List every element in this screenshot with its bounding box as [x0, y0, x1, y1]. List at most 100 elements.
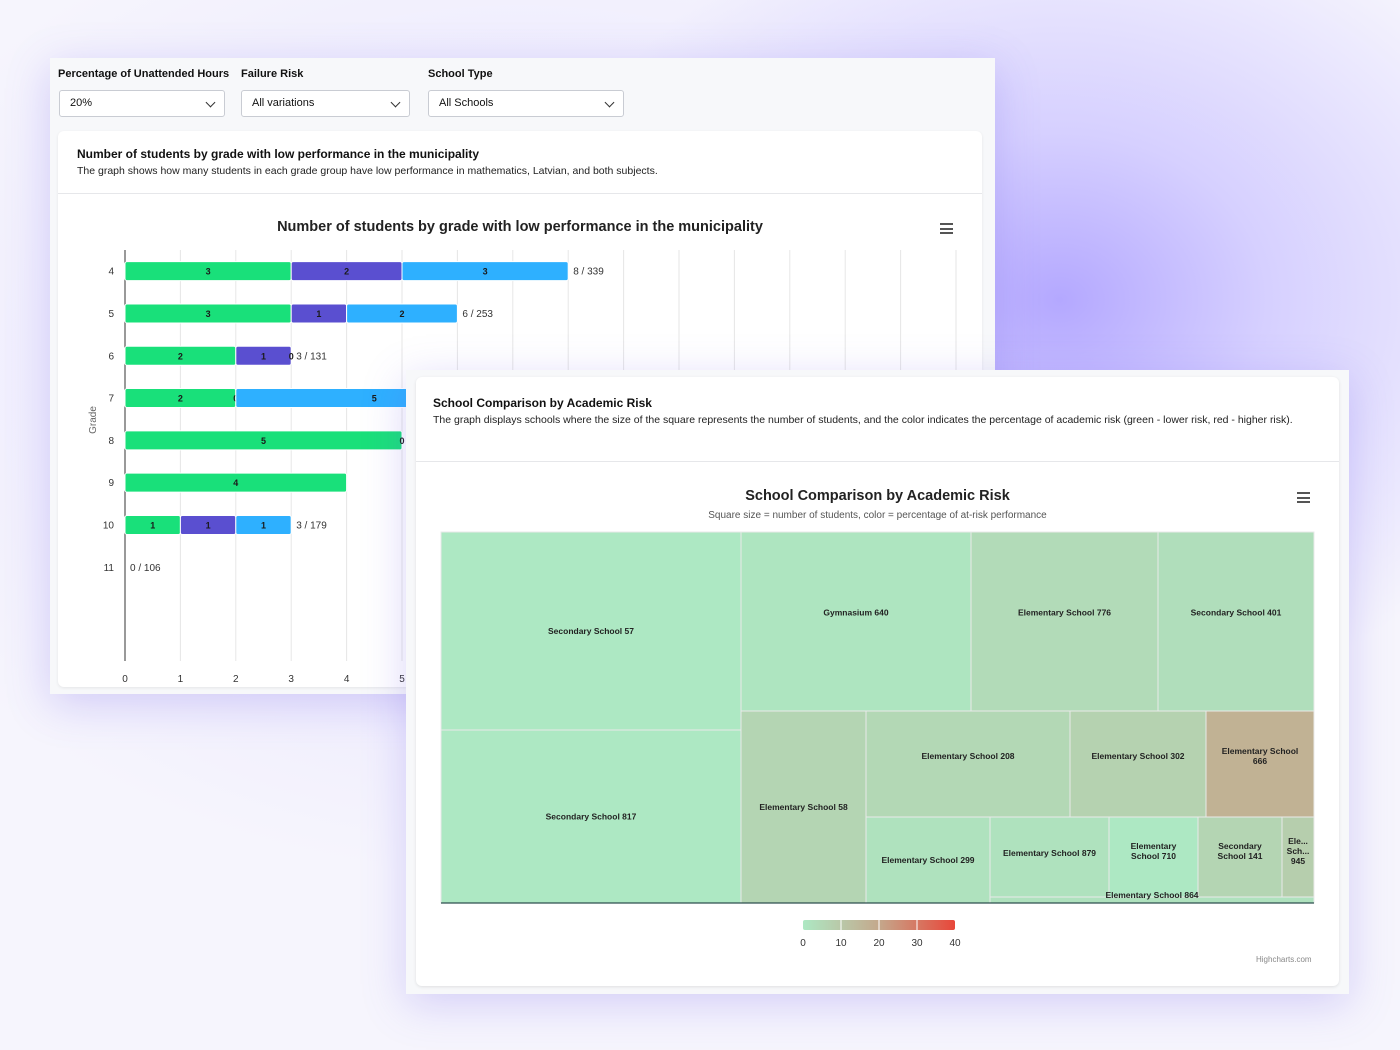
filter-bar: Percentage of Unattended Hours 20% Failu…: [58, 68, 958, 128]
data-label: 1: [261, 520, 266, 530]
chevron-down-icon: [205, 97, 216, 108]
treemap-label: Sch...: [1287, 846, 1310, 856]
stack-total-label: 3 / 179: [296, 520, 327, 531]
data-label: 0: [399, 436, 404, 446]
color-axis-label: 30: [911, 938, 923, 949]
unattended-hours-select[interactable]: 20%: [59, 90, 225, 117]
data-label: 2: [399, 309, 404, 319]
chevron-down-icon: [390, 97, 401, 108]
y-tick-label: 6: [108, 351, 114, 362]
y-tick-label: 8: [108, 436, 114, 447]
treemap-label: Elementary School 299: [881, 855, 974, 865]
data-label: 3: [206, 309, 211, 319]
bar-segment: [346, 303, 458, 324]
grade-chart-card-description: The graph shows how many students in eac…: [77, 165, 658, 177]
highcharts-credits[interactable]: Highcharts.com: [1256, 955, 1312, 964]
x-tick-label: 2: [233, 674, 239, 685]
y-tick-label: 5: [108, 309, 114, 320]
data-label: 1: [261, 351, 266, 361]
treemap-label: Secondary School 401: [1191, 608, 1282, 618]
school-risk-panel: School Comparison by Academic Risk The g…: [406, 370, 1349, 994]
school-risk-card-header: School Comparison by Academic Risk The g…: [416, 377, 1339, 462]
failure-risk-select[interactable]: All variations: [241, 90, 410, 117]
data-label: 5: [372, 394, 377, 404]
school-type-label: School Type: [428, 68, 493, 80]
bar-segment: [124, 430, 403, 451]
unattended-hours-value: 20%: [70, 97, 93, 109]
data-label: 1: [316, 309, 321, 319]
unattended-hours-label: Percentage of Unattended Hours: [58, 68, 230, 80]
chart-menu-icon[interactable]: [1297, 492, 1310, 503]
treemap-label: Secondary School 57: [548, 626, 634, 636]
bar-segment: [401, 261, 569, 282]
treemap-label: 666: [1253, 756, 1267, 766]
school-type-select[interactable]: All Schools: [428, 90, 624, 117]
treemap-label: Elementary School: [1222, 746, 1299, 756]
treemap-label: 945: [1291, 856, 1305, 866]
data-label: 0: [289, 351, 294, 361]
treemap-label: Secondary: [1218, 841, 1262, 851]
color-axis-label: 0: [800, 938, 806, 949]
failure-risk-value: All variations: [252, 97, 315, 109]
treemap-tile: [1281, 816, 1315, 898]
grade-chart-card-header: Number of students by grade with low per…: [58, 131, 982, 194]
y-tick-label: 11: [104, 563, 115, 574]
school-risk-card: School Comparison by Academic Risk The g…: [416, 377, 1339, 986]
treemap-label: Elementary School 879: [1003, 848, 1096, 858]
grade-chart-title: Number of students by grade with low per…: [277, 219, 763, 235]
school-type-value: All Schools: [439, 97, 494, 109]
school-risk-card-title: School Comparison by Academic Risk: [433, 396, 652, 410]
treemap-label: Gymnasium 640: [823, 608, 888, 618]
x-tick-label: 1: [178, 674, 184, 685]
school-risk-treemap: Secondary School 57 Secondary School 817 G…: [440, 531, 1315, 949]
treemap-label: Secondary School 817: [546, 812, 637, 822]
stack-total-label: 8 / 339: [573, 267, 604, 278]
school-risk-chart-title: School Comparison by Academic Risk: [745, 488, 1010, 504]
grade-chart-card-title: Number of students by grade with low per…: [77, 147, 480, 161]
data-label: 2: [344, 267, 349, 277]
y-tick-label: 7: [108, 394, 114, 405]
x-tick-label: 4: [344, 674, 350, 685]
treemap-tile: [440, 729, 742, 904]
treemap-tile: [989, 816, 1110, 898]
bar-segment: [235, 345, 292, 366]
treemap-tile: [440, 531, 742, 731]
bar-segment: [235, 514, 292, 535]
treemap-label: Elementary: [1131, 841, 1177, 851]
school-type-filter: School Type All Schools: [428, 68, 624, 117]
data-label: 3: [483, 267, 488, 277]
chart-menu-icon[interactable]: [940, 223, 953, 234]
stack-total-label: 0 / 106: [130, 563, 161, 574]
y-tick-label: 10: [103, 520, 115, 531]
data-label: 1: [150, 520, 155, 530]
treemap-tile: [865, 710, 1071, 818]
treemap-tile: [740, 531, 972, 712]
data-label: 3: [206, 267, 211, 277]
treemap-tile: [1069, 710, 1207, 818]
treemap-label: Elementary School 776: [1018, 608, 1111, 618]
color-axis-label: 20: [873, 938, 885, 949]
school-risk-chart-subtitle: Square size = number of students, color …: [708, 510, 1047, 521]
x-tick-label: 5: [399, 674, 405, 685]
treemap-label: Elementary School 864: [1105, 890, 1198, 900]
stack-total-label: 6 / 253: [462, 309, 493, 320]
treemap-label: Elementary School 58: [759, 802, 848, 812]
stack-total-label: 3 / 131: [296, 351, 327, 362]
y-tick-label: 9: [108, 478, 114, 489]
treemap-tile: [1197, 816, 1283, 898]
chevron-down-icon: [604, 97, 615, 108]
unattended-hours-filter: Percentage of Unattended Hours 20%: [58, 68, 230, 117]
treemap-label: School 141: [1218, 851, 1263, 861]
failure-risk-label: Failure Risk: [241, 68, 304, 80]
data-label: 2: [178, 351, 183, 361]
bar-segment: [124, 472, 348, 493]
y-tick-label: 4: [108, 267, 114, 278]
x-tick-label: 3: [288, 674, 294, 685]
treemap-label: Ele...: [1288, 836, 1308, 846]
y-axis-title: Grade: [88, 406, 99, 434]
color-axis-label: 40: [949, 938, 961, 949]
treemap-tile: [740, 710, 867, 904]
treemap-label: Elementary School 208: [921, 751, 1014, 761]
data-label: 4: [233, 478, 238, 488]
